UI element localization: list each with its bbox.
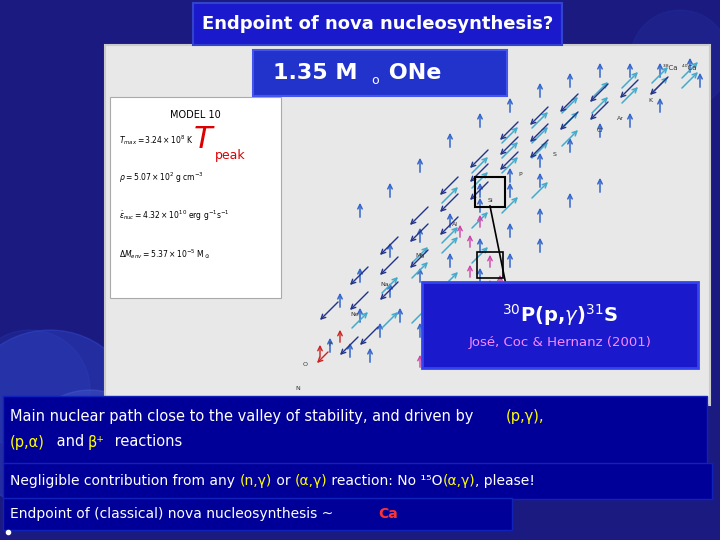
FancyBboxPatch shape [105,45,710,405]
Text: , please!: , please! [475,474,535,488]
Text: o: o [371,73,379,86]
Text: MODEL 10: MODEL 10 [170,110,221,120]
Text: P: P [518,172,522,178]
Text: 1.35 M: 1.35 M [273,63,358,83]
Text: $\dot{\varepsilon}_{nuc} = 4.32 \times 10^{10}$ erg g$^{-1}$s$^{-1}$: $\dot{\varepsilon}_{nuc} = 4.32 \times 1… [119,209,230,223]
Text: and: and [52,435,89,449]
Text: Negligible contribution from any: Negligible contribution from any [10,474,239,488]
Text: Ne: Ne [351,313,359,318]
Circle shape [0,330,140,510]
Text: Al: Al [452,222,458,227]
FancyBboxPatch shape [3,498,512,530]
Circle shape [630,10,720,110]
Text: F: F [328,342,332,348]
Text: (p,γ),: (p,γ), [506,408,544,423]
Text: José, Coc & Hernanz (2001): José, Coc & Hernanz (2001) [469,336,652,349]
Text: K: K [648,98,652,103]
Text: (n,γ): (n,γ) [239,474,271,488]
Text: ³⁸Ca  ⁴⁰Ca: ³⁸Ca ⁴⁰Ca [663,65,697,71]
Text: Endpoint of (classical) nova nucleosynthesis ~: Endpoint of (classical) nova nucleosynth… [10,507,338,521]
Text: (p,α): (p,α) [10,435,45,449]
Text: $T_{max} = 3.24 \times 10^8$ K: $T_{max} = 3.24 \times 10^8$ K [119,133,194,147]
Text: $\Delta M_{env} = 5.37 \times 10^{-5}$ M$_\odot$: $\Delta M_{env} = 5.37 \times 10^{-5}$ M… [119,247,211,261]
Text: Mg: Mg [415,253,425,258]
Text: (α,γ): (α,γ) [443,474,475,488]
Circle shape [0,330,90,450]
Text: or: or [271,474,294,488]
FancyBboxPatch shape [110,97,281,298]
FancyBboxPatch shape [253,50,507,96]
Text: β⁺: β⁺ [88,435,105,449]
Text: S: S [553,152,557,158]
Text: Endpoint of nova nucleosynthesis?: Endpoint of nova nucleosynthesis? [202,15,553,33]
Text: N: N [296,386,300,390]
Text: Cl: Cl [597,127,603,132]
Text: reactions: reactions [110,435,182,449]
Text: $\rho = 5.07 \times 10^2$ g cm$^{-3}$: $\rho = 5.07 \times 10^2$ g cm$^{-3}$ [119,171,204,185]
Text: Ar: Ar [616,116,624,120]
Text: (α,γ): (α,γ) [294,474,328,488]
Circle shape [20,390,160,530]
FancyBboxPatch shape [3,396,707,465]
Text: Si: Si [487,198,492,202]
Text: peak: peak [215,148,246,161]
Text: ONe: ONe [381,63,441,83]
FancyBboxPatch shape [422,282,698,368]
Text: Ca: Ca [378,507,397,521]
FancyBboxPatch shape [3,463,712,499]
Text: Na: Na [381,282,390,287]
FancyBboxPatch shape [193,3,562,45]
Text: O: O [302,362,307,368]
Text: $^{30}$P(p,$\gamma$)$^{31}$S: $^{30}$P(p,$\gamma$)$^{31}$S [502,302,618,328]
Text: $T$: $T$ [193,125,215,156]
Text: reaction: No ¹⁵O: reaction: No ¹⁵O [328,474,443,488]
Text: Main nuclear path close to the valley of stability, and driven by: Main nuclear path close to the valley of… [10,408,478,423]
